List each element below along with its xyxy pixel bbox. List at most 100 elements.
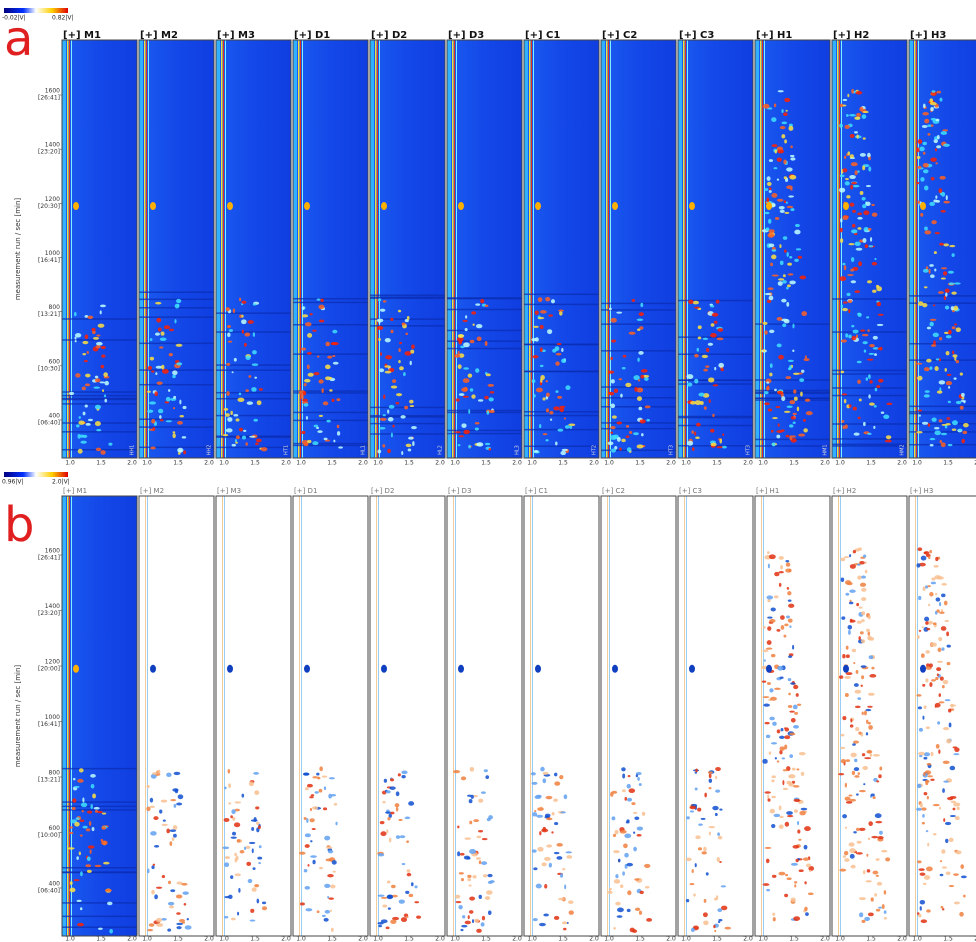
- peak: [796, 859, 799, 862]
- peak: [391, 885, 396, 888]
- peak: [242, 301, 247, 304]
- peak: [391, 385, 397, 388]
- peak: [933, 304, 935, 306]
- peak: [789, 754, 793, 758]
- peak: [884, 910, 887, 913]
- y-tick-label: 600: [49, 358, 61, 365]
- peak: [916, 363, 922, 365]
- sample-name: [+] C1: [525, 30, 560, 41]
- peak: [101, 346, 106, 349]
- peak: [929, 264, 934, 267]
- peak: [637, 777, 640, 781]
- peak: [252, 363, 259, 366]
- peak: [788, 705, 792, 708]
- peak: [405, 891, 409, 894]
- peak: [627, 863, 633, 867]
- peak: [937, 390, 942, 393]
- peak: [472, 875, 476, 878]
- peak: [181, 883, 187, 886]
- peak: [933, 340, 936, 345]
- peak: [224, 818, 230, 822]
- peak: [786, 781, 791, 785]
- peak: [918, 914, 921, 918]
- peak: [943, 727, 949, 730]
- peak: [396, 807, 398, 812]
- peak: [235, 873, 241, 876]
- peak: [868, 837, 870, 840]
- peak: [82, 341, 88, 344]
- peak: [859, 107, 863, 112]
- peak: [310, 855, 317, 858]
- peak: [254, 377, 257, 379]
- rip-line: [685, 40, 686, 458]
- x-tick-label: 1.0: [758, 460, 768, 467]
- x-tick-label: 1.5: [558, 936, 568, 942]
- peak: [102, 826, 106, 829]
- peak: [789, 625, 791, 628]
- peak: [564, 794, 568, 799]
- peak: [863, 554, 866, 557]
- peak: [82, 387, 86, 391]
- peak: [402, 323, 406, 326]
- y-tick-time: [06:40]: [38, 420, 60, 427]
- peak: [923, 587, 926, 592]
- peak: [545, 439, 548, 441]
- peak: [857, 217, 862, 220]
- peak: [841, 734, 845, 737]
- peak: [860, 561, 865, 564]
- peak: [857, 575, 861, 579]
- peak: [777, 199, 783, 202]
- peak: [886, 435, 891, 439]
- peak: [918, 706, 922, 709]
- peak: [389, 838, 392, 843]
- peak: [870, 380, 873, 384]
- peak: [878, 379, 883, 383]
- peak: [301, 394, 304, 399]
- peak: [862, 197, 866, 201]
- peak: [301, 431, 305, 434]
- x-tick-label: 1.0: [604, 936, 614, 942]
- peak: [766, 202, 772, 210]
- peak: [918, 409, 922, 411]
- peak: [93, 387, 100, 389]
- peak: [326, 847, 333, 849]
- peak: [855, 727, 859, 731]
- peak: [867, 706, 873, 708]
- peak: [954, 323, 957, 325]
- peak: [781, 134, 785, 138]
- peak: [555, 346, 560, 351]
- peak: [930, 319, 937, 321]
- peak: [177, 421, 183, 425]
- peak: [784, 411, 791, 413]
- peak: [416, 916, 421, 919]
- peak: [869, 402, 875, 405]
- streak: [524, 371, 599, 373]
- x-tick-label: 2.0: [666, 936, 676, 942]
- peak: [768, 564, 770, 569]
- streak: [447, 297, 522, 299]
- peak: [458, 444, 461, 446]
- peak: [617, 915, 623, 918]
- peak: [772, 274, 779, 276]
- peak: [637, 834, 642, 837]
- peak: [871, 897, 874, 901]
- peak: [784, 176, 787, 179]
- peak: [864, 350, 866, 353]
- peak: [801, 808, 808, 811]
- x-tick-label: 1.5: [789, 936, 799, 942]
- peak: [856, 852, 863, 854]
- peak: [475, 368, 479, 373]
- peak: [784, 200, 786, 203]
- peak: [793, 705, 798, 710]
- peak: [634, 878, 639, 880]
- peak: [763, 883, 770, 886]
- peak: [777, 729, 781, 733]
- subplot: [+] D11.01.52.0HL1: [293, 30, 368, 467]
- peak: [475, 428, 479, 431]
- peak: [463, 430, 470, 434]
- peak: [850, 154, 854, 158]
- peak: [639, 783, 642, 786]
- peak: [98, 928, 103, 930]
- sample-name: [+] H2: [833, 30, 869, 41]
- peak: [860, 330, 865, 332]
